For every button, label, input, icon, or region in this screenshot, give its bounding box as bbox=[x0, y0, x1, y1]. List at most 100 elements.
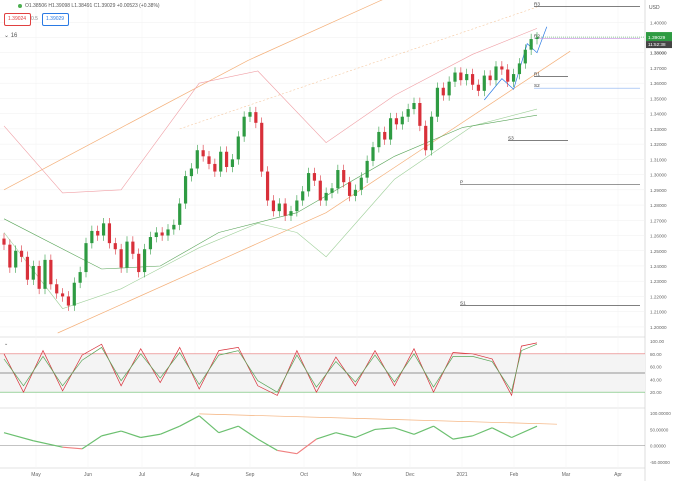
momentum-segment bbox=[511, 425, 538, 439]
bollinger-lower-line bbox=[3, 108, 538, 309]
sell-price-button[interactable]: 1.39024 bbox=[4, 13, 31, 26]
market-status-icon bbox=[18, 3, 22, 8]
candle-body bbox=[336, 170, 340, 189]
moving-average-line bbox=[3, 114, 538, 270]
candle-body bbox=[517, 63, 522, 75]
stochastic-tick-label: 20.00 bbox=[650, 390, 662, 395]
momentum-segment bbox=[472, 427, 493, 437]
y-tick-label: 1.30000 bbox=[650, 173, 667, 178]
momentum-segment bbox=[120, 430, 141, 439]
candle-body bbox=[306, 173, 311, 192]
x-tick-label: Jul bbox=[139, 472, 145, 478]
candle-body bbox=[248, 112, 252, 117]
indicators-toggle[interactable]: ⌄ 16 bbox=[4, 33, 18, 39]
pivot-label-S2: S2 bbox=[534, 83, 540, 88]
ohlc-readout: O1.38506 H1.39098 L1.38491 C1.39029 +0.0… bbox=[18, 3, 160, 9]
candle-body bbox=[406, 109, 410, 117]
momentum-tick-label: -50.00000 bbox=[650, 460, 670, 465]
candle-body bbox=[49, 259, 53, 285]
candle-body bbox=[529, 39, 533, 50]
countdown-tag bbox=[646, 41, 672, 49]
candle-body bbox=[301, 191, 305, 201]
y-tick-label: 1.27000 bbox=[650, 218, 667, 223]
indicators-count: 16 bbox=[10, 33, 18, 39]
candle-body bbox=[359, 177, 363, 190]
candle-body bbox=[219, 151, 223, 172]
channel-midline bbox=[179, 6, 538, 130]
buy-price-button[interactable]: 1.39029 bbox=[42, 13, 69, 26]
momentum-segment bbox=[3, 432, 34, 442]
candle-body bbox=[412, 103, 416, 110]
momentum-segment bbox=[413, 425, 434, 435]
spread-value: 0.5 bbox=[31, 16, 38, 22]
y-tick-label: 1.38000 bbox=[650, 51, 667, 56]
candle-body bbox=[470, 74, 475, 85]
candle-body bbox=[25, 256, 30, 280]
candle-body bbox=[482, 75, 486, 91]
momentum-trendline bbox=[199, 413, 558, 425]
candle-body bbox=[72, 282, 76, 306]
candle-body bbox=[342, 170, 346, 183]
candle-body bbox=[271, 200, 276, 212]
candle-body bbox=[465, 74, 469, 81]
candle-body bbox=[43, 259, 47, 289]
momentum-segment bbox=[374, 427, 395, 431]
candle-body bbox=[523, 49, 527, 64]
y-tick-label: 1.35000 bbox=[650, 96, 667, 101]
momentum-segment bbox=[433, 425, 454, 440]
candle-body bbox=[488, 75, 492, 81]
y-tick-label: 1.22000 bbox=[650, 294, 667, 299]
candle-body bbox=[394, 118, 399, 125]
candle-body bbox=[318, 180, 322, 201]
candle-body bbox=[453, 72, 457, 82]
candle-body bbox=[213, 163, 217, 172]
momentum-segment bbox=[355, 428, 376, 439]
y-tick-label: 1.24000 bbox=[650, 264, 667, 269]
momentum-segment bbox=[81, 435, 102, 450]
pivot-label-P: P bbox=[460, 179, 463, 184]
momentum-segment bbox=[62, 446, 83, 450]
momentum-segment bbox=[159, 425, 180, 435]
candle-body bbox=[330, 188, 334, 193]
candle-body bbox=[459, 72, 463, 81]
candle-body bbox=[101, 223, 106, 236]
candle-body bbox=[295, 200, 299, 212]
momentum-segment bbox=[257, 438, 278, 451]
y-tick-label: 1.32000 bbox=[650, 142, 667, 147]
candle-body bbox=[383, 131, 387, 140]
candle-layer bbox=[2, 32, 539, 311]
momentum-tick-label: 50.00000 bbox=[650, 427, 669, 432]
candle-body bbox=[500, 66, 504, 70]
candle-body bbox=[154, 232, 158, 238]
y-tick-label: 1.20000 bbox=[650, 325, 667, 330]
candle-body bbox=[125, 241, 129, 268]
stochastic-k-line bbox=[3, 342, 538, 397]
y-tick-label: 1.28000 bbox=[650, 203, 667, 208]
candle-body bbox=[418, 103, 422, 126]
x-tick-label: 2021 bbox=[456, 472, 467, 478]
stochastic-tick-label: 40.00 bbox=[650, 377, 662, 382]
candle-body bbox=[435, 87, 440, 117]
y-tick-label: 1.31000 bbox=[650, 157, 667, 162]
candle-body bbox=[55, 284, 59, 294]
candle-body bbox=[60, 293, 65, 297]
candle-body bbox=[324, 192, 328, 201]
momentum-segment bbox=[237, 425, 259, 440]
y-tick-label: 1.25000 bbox=[650, 249, 667, 254]
candle-body bbox=[160, 232, 164, 236]
x-tick-label: Jun bbox=[84, 472, 92, 478]
candle-body bbox=[277, 203, 281, 212]
stochastic-d-line bbox=[3, 343, 538, 393]
candle-body bbox=[388, 118, 393, 140]
countdown-label: 11:52:38 bbox=[648, 42, 666, 47]
overlay-layer bbox=[3, 0, 571, 334]
x-tick-label: Mar bbox=[562, 472, 571, 478]
currency-label: USD bbox=[649, 5, 660, 11]
pivot-label-S3: S3 bbox=[508, 135, 514, 140]
y-tick-label: 1.26000 bbox=[650, 234, 667, 239]
candle-body bbox=[371, 147, 375, 161]
candle-body bbox=[377, 131, 381, 148]
candle-body bbox=[224, 151, 229, 167]
current-price-tag bbox=[646, 32, 672, 42]
